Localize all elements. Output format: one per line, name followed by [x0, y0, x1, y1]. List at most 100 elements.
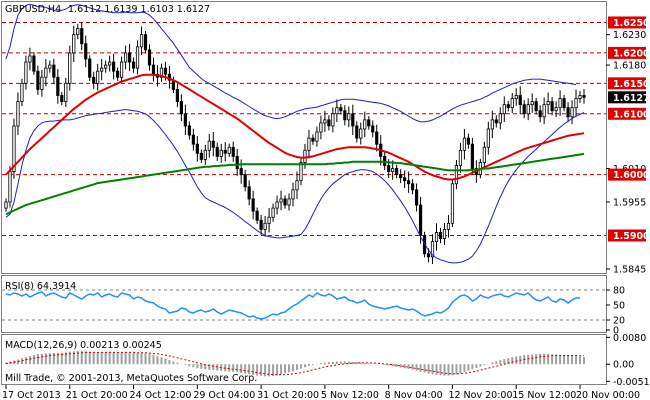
candle-body — [399, 174, 403, 179]
level-tag-label: 1.6100 — [613, 109, 650, 120]
candle-body — [259, 219, 263, 230]
candle-body — [410, 183, 415, 191]
candle-body — [112, 61, 116, 72]
candle-body — [510, 98, 514, 109]
price-plot — [2, 3, 606, 265]
time-tick-label: 5 Nov 12:00 — [321, 390, 379, 400]
candle-body — [8, 171, 12, 203]
candle-body — [582, 95, 586, 98]
price-tick-label: 1.5955 — [613, 198, 646, 209]
candle-body — [64, 82, 68, 102]
candle-body — [315, 131, 319, 142]
candle-body — [347, 113, 351, 121]
level-tag — [608, 16, 646, 29]
candle-body — [96, 70, 100, 84]
candle-body — [295, 180, 299, 191]
candle-body — [120, 61, 124, 78]
bollinger-upper-line — [5, 3, 577, 123]
candle-body — [211, 140, 215, 148]
candle-body — [327, 119, 331, 127]
candle-body — [442, 228, 447, 239]
candle-body — [450, 183, 455, 224]
rsi-tick-label: 20 — [613, 316, 625, 327]
candle-body — [123, 52, 128, 63]
macd-tick-label: 0.0080 — [613, 333, 646, 344]
candle-body — [426, 253, 431, 258]
candle-body — [562, 98, 566, 109]
candle-body — [395, 168, 399, 176]
candle-body — [458, 149, 463, 166]
time-tick-label: 31 Oct 20:00 — [257, 390, 319, 400]
candle-body — [104, 64, 108, 69]
candle-body — [446, 222, 451, 230]
macd-tick-label: -0.0051 — [613, 377, 650, 388]
candle-body — [195, 143, 199, 154]
price-tick-label: 1.6180 — [613, 61, 646, 72]
candle-body — [175, 89, 180, 102]
level-tag-label: 1.6000 — [613, 170, 650, 181]
candle-body — [235, 155, 239, 169]
candle-body — [403, 177, 407, 182]
candle-body — [303, 149, 307, 163]
candle-body — [363, 119, 367, 130]
candle-body — [60, 95, 64, 102]
candle-body — [16, 101, 20, 127]
candle-body — [207, 140, 211, 151]
time-tick-label: 8 Nov 04:00 — [385, 390, 443, 400]
candle-body — [534, 101, 538, 112]
candle-body — [283, 198, 287, 206]
rsi-tick-label: 0 — [613, 326, 619, 337]
candle-body — [80, 28, 84, 45]
candle-body — [554, 107, 558, 112]
candle-body — [546, 101, 550, 106]
price-tick-label: 1.6230 — [613, 30, 646, 41]
candle-body — [163, 67, 168, 75]
candle-body — [127, 52, 132, 63]
candle-body — [40, 76, 44, 90]
candle-body — [215, 146, 219, 157]
candle-body — [319, 122, 323, 133]
candle-body — [251, 198, 255, 212]
candle-body — [116, 70, 120, 78]
candle-body — [566, 107, 570, 118]
candle-body — [108, 61, 112, 66]
candle-body — [371, 125, 375, 133]
candle-body — [502, 104, 506, 115]
candle-body — [231, 146, 235, 157]
bollinger-lower-line — [5, 108, 585, 264]
candle-body — [151, 64, 156, 75]
candle-body — [191, 134, 195, 145]
candle-body — [558, 98, 562, 109]
candle-body — [518, 95, 522, 106]
level-tag — [608, 107, 646, 120]
time-tick-label: 17 Oct 2013 — [2, 390, 61, 400]
rsi-title: RSI(8) 64.3914 — [5, 281, 76, 292]
candle-body — [135, 46, 140, 69]
candle-body — [454, 165, 459, 185]
candle-body — [387, 165, 391, 172]
candle-body — [498, 113, 502, 124]
candle-body — [131, 61, 136, 69]
candle-body — [311, 137, 315, 142]
candle-body — [438, 232, 443, 239]
candle-body — [391, 168, 395, 172]
candle-body — [430, 241, 435, 258]
price-tick-label: 1.5845 — [613, 264, 646, 275]
copyright-label: Mill Trade, © 2001-2013, MetaQuotes Soft… — [5, 373, 257, 384]
candle-body — [538, 110, 542, 118]
candle-body — [514, 95, 518, 99]
candle-body — [263, 222, 267, 230]
candle-body — [227, 146, 231, 154]
candle-body — [147, 49, 152, 66]
level-tag — [608, 46, 646, 59]
chart-symbol-label: GBPUSD,H4 — [5, 4, 61, 15]
candle-body — [530, 101, 534, 106]
candle-body — [88, 58, 92, 78]
candle-body — [307, 137, 311, 151]
candle-body — [48, 64, 52, 69]
macd-plot — [5, 351, 585, 377]
candle-body — [36, 70, 40, 90]
candle-body — [351, 113, 355, 127]
candle-body — [526, 104, 530, 115]
